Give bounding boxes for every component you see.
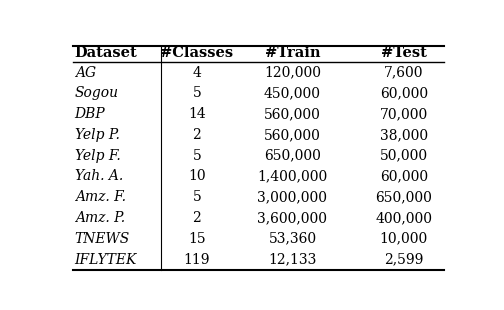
Text: Amz. P.: Amz. P.: [75, 211, 125, 225]
Text: #Test: #Test: [381, 46, 427, 60]
Text: Yelp P.: Yelp P.: [75, 128, 119, 142]
Text: 1,400,000: 1,400,000: [258, 170, 328, 184]
Text: 12,133: 12,133: [268, 253, 317, 267]
Text: AG: AG: [75, 66, 96, 80]
Text: #Train: #Train: [265, 46, 320, 60]
Text: 4: 4: [193, 66, 201, 80]
Text: Yelp F.: Yelp F.: [75, 149, 120, 163]
Text: 38,000: 38,000: [380, 128, 428, 142]
Text: 50,000: 50,000: [380, 149, 428, 163]
Text: Amz. F.: Amz. F.: [75, 190, 125, 204]
Text: 53,360: 53,360: [269, 232, 317, 246]
Text: 560,000: 560,000: [264, 128, 321, 142]
Text: 70,000: 70,000: [380, 107, 428, 121]
Text: 5: 5: [193, 190, 201, 204]
Text: 400,000: 400,000: [375, 211, 432, 225]
Text: 60,000: 60,000: [380, 86, 428, 100]
Text: 560,000: 560,000: [264, 107, 321, 121]
Text: 60,000: 60,000: [380, 170, 428, 184]
Text: 650,000: 650,000: [264, 149, 321, 163]
Text: DBP: DBP: [75, 107, 105, 121]
Text: Dataset: Dataset: [75, 46, 138, 60]
Text: 119: 119: [183, 253, 210, 267]
Text: 7,600: 7,600: [384, 66, 423, 80]
Text: #Classes: #Classes: [160, 46, 233, 60]
Text: Yah. A.: Yah. A.: [75, 170, 123, 184]
Text: 650,000: 650,000: [375, 190, 432, 204]
Text: 2: 2: [193, 211, 201, 225]
Text: 2,599: 2,599: [384, 253, 423, 267]
Text: 3,000,000: 3,000,000: [258, 190, 328, 204]
Text: 14: 14: [188, 107, 206, 121]
Text: 10: 10: [188, 170, 206, 184]
Text: 3,600,000: 3,600,000: [258, 211, 328, 225]
Text: 15: 15: [188, 232, 206, 246]
Text: IFLYTEK: IFLYTEK: [75, 253, 137, 267]
Text: 450,000: 450,000: [264, 86, 321, 100]
Text: Sogou: Sogou: [75, 86, 119, 100]
Text: 5: 5: [193, 86, 201, 100]
Text: 5: 5: [193, 149, 201, 163]
Text: 120,000: 120,000: [264, 66, 321, 80]
Text: 2: 2: [193, 128, 201, 142]
Text: 10,000: 10,000: [380, 232, 428, 246]
Text: TNEWS: TNEWS: [75, 232, 130, 246]
